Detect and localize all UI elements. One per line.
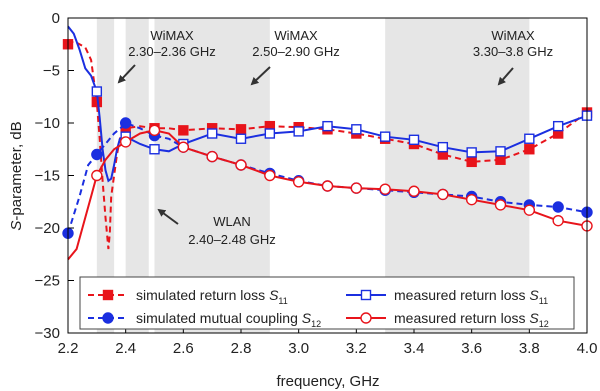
data-point (235, 133, 247, 144)
y-tick-label: −5 (43, 63, 60, 80)
data-point (351, 124, 362, 135)
data-point (292, 176, 305, 188)
wlan-name: WLAN (213, 214, 251, 229)
data-point (524, 133, 535, 144)
wimax2-arrow (250, 66, 271, 86)
data-point (466, 147, 477, 158)
wlan-range: 2.40–2.48 GHz (188, 232, 275, 247)
wimax2-range: 2.50–2.90 GHz (252, 44, 339, 59)
data-point (552, 214, 564, 227)
data-point (235, 159, 247, 171)
data-point (552, 201, 564, 213)
axis-ticks: 2.2 2.4 2.6 2.8 3.0 3.2 3.4 3.6 3.8 4.0 0 −5 −10 −15 −… (35, 10, 598, 357)
data-point (321, 180, 334, 192)
data-point (408, 134, 420, 146)
data-point (177, 141, 190, 153)
band-1 (125, 18, 149, 333)
band-0 (96, 18, 115, 333)
legend-label: measured return loss S11 (394, 287, 548, 306)
data-point (148, 124, 161, 137)
x-tick-label: 3.4 (404, 340, 425, 357)
annotations: WiMAX 2.30–2.36 GHz WiMAX 2.50–2.90 GHz … (117, 28, 553, 247)
x-tick-label: 3.6 (461, 340, 482, 357)
legend-box (79, 276, 575, 330)
legend-marker (360, 312, 372, 324)
data-point (293, 126, 304, 137)
x-axis-title: frequency, GHz (276, 373, 379, 390)
data-point (379, 131, 391, 142)
legend-label: simulated return loss S11 (136, 287, 288, 306)
wimax3-arrow (497, 67, 514, 86)
data-point (523, 204, 536, 216)
legend-label: measured return loss S12 (394, 310, 549, 329)
data-point (264, 128, 276, 139)
data-point (206, 150, 218, 163)
data-point (495, 154, 506, 165)
data-point (437, 141, 449, 153)
legend-marker (102, 312, 114, 324)
series-3 (67, 25, 593, 183)
y-tick-label: −30 (35, 325, 60, 342)
wimax1-arrow (117, 64, 136, 84)
data-point (206, 128, 218, 139)
x-tick-label: 3.2 (346, 340, 367, 357)
data-point (119, 117, 132, 129)
x-tick-label: 2.8 (231, 340, 252, 357)
legend-item: measured return loss S11 (346, 287, 548, 306)
y-axis-title: S-parameter, dB (8, 121, 25, 230)
wimax2-name: WiMAX (274, 28, 318, 43)
x-tick-label: 2.2 (58, 340, 79, 357)
legend-marker (360, 289, 372, 301)
wimax1-name: WiMAX (150, 28, 194, 43)
data-point (322, 120, 333, 132)
y-tick-label: −10 (35, 115, 60, 132)
x-tick-label: 2.4 (115, 340, 136, 357)
y-tick-label: 0 (52, 10, 60, 27)
data-point (379, 183, 391, 195)
legend-item: measured return loss S12 (346, 310, 549, 329)
data-point (495, 146, 506, 157)
legend-marker (102, 289, 114, 301)
data-point (91, 169, 103, 182)
data-point (408, 185, 420, 197)
legend-item: simulated mutual coupling S12 (88, 310, 321, 329)
data-point (437, 188, 449, 201)
wimax3-name: WiMAX (491, 28, 535, 43)
x-tick-label: 3.8 (519, 340, 540, 357)
legend-item: simulated return loss S11 (88, 287, 288, 306)
data-point (235, 124, 247, 135)
series-line (67, 39, 588, 250)
series-group (62, 25, 593, 261)
data-point (552, 120, 564, 132)
x-tick-label: 2.6 (173, 340, 194, 357)
data-point (264, 169, 276, 182)
data-point (149, 144, 160, 155)
data-point (350, 182, 363, 194)
legend-label: simulated mutual coupling S12 (136, 310, 321, 329)
x-tick-label: 4.0 (577, 340, 598, 357)
y-tick-label: −25 (35, 273, 60, 290)
data-point (494, 199, 507, 211)
wimax3-range: 3.30–3.8 GHz (473, 44, 553, 59)
data-point (91, 86, 103, 97)
x-tick-label: 3.0 (288, 340, 309, 357)
wlan-arrow (157, 208, 179, 225)
data-point (119, 136, 132, 148)
data-point (465, 193, 478, 206)
data-point (178, 125, 189, 136)
data-point (466, 156, 477, 168)
legend: simulated return loss S11 simulated mutua… (79, 276, 575, 330)
y-tick-label: −15 (35, 168, 60, 185)
wimax1-range: 2.30–2.36 GHz (128, 44, 215, 59)
data-point (91, 148, 103, 161)
y-tick-label: −20 (35, 220, 60, 237)
data-point (524, 144, 535, 155)
series-4 (67, 124, 593, 261)
